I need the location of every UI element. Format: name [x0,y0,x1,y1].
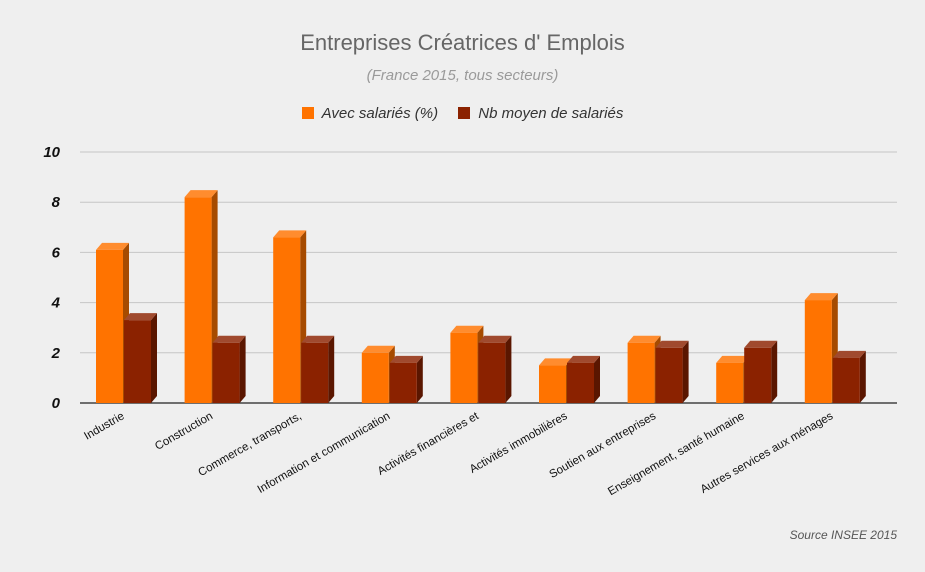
bar [96,249,123,403]
x-tick-label: Construction [153,410,215,453]
bar [832,357,860,403]
y-tick-label: 8 [52,194,61,211]
bar-top [627,335,661,343]
bar [567,362,594,403]
bar-top [450,325,484,333]
bar [273,237,301,403]
legend-swatch-nb-moyen [458,106,471,119]
bar-top [389,355,423,363]
bar-top [804,293,838,301]
bar-top [744,340,778,348]
legend: Avec salariés (%) Nb moyen de salariés [0,104,925,122]
chart-subtitle: (France 2015, tous secteurs) [366,67,559,84]
legend-swatch-avec-salaries [301,106,314,119]
bar-top [716,355,750,363]
legend-label-nb-moyen: Nb moyen de salariés [478,104,624,122]
y-tick-label: 4 [51,295,61,312]
bar-side [771,340,778,403]
bar-top [832,350,866,358]
legend-label-avec-salaries: Avec salariés (%) [321,104,439,122]
bar-top [184,190,218,198]
bar-side [505,335,512,403]
x-tick-label: Industrie [82,410,126,442]
bar [627,342,655,403]
bar-top [273,230,307,238]
bar-top [567,355,600,363]
bar [301,342,329,403]
bar [184,197,212,403]
bar-top [361,345,395,353]
bar-top [539,358,572,366]
bar [450,332,478,403]
bar [361,352,389,403]
bar-side [859,350,866,403]
bar [655,347,683,403]
bar [389,362,417,403]
bar [124,320,151,403]
x-tick-label: Enseignement, santé humaine [606,410,747,498]
chart-title: Entreprises Créatrices d' Emplois [300,30,625,55]
y-tick-label: 0 [52,395,61,412]
bar-top [212,335,246,343]
source-note: Source INSEE 2015 [789,528,897,542]
bar [716,362,744,403]
bar-top [124,313,157,321]
bar-top [478,335,512,343]
bar-side [328,335,335,403]
legend-item-nb-moyen[interactable]: Nb moyen de salariés [458,105,623,122]
y-tick-label: 2 [51,345,61,362]
bar [478,342,506,403]
bar-side [239,335,246,403]
y-tick-label: 10 [43,144,60,161]
bar-side [416,355,423,403]
bar-top [655,340,689,348]
bar-top [301,335,335,343]
y-tick-label: 6 [52,244,61,261]
bar [212,342,240,403]
bar [539,365,566,403]
bar-side [151,313,157,403]
bar [804,300,832,403]
bar-side [594,355,600,403]
bar-top [96,242,129,250]
legend-item-avec-salaries[interactable]: Avec salariés (%) [301,104,439,122]
bar [744,347,772,403]
bar-side [682,340,689,403]
